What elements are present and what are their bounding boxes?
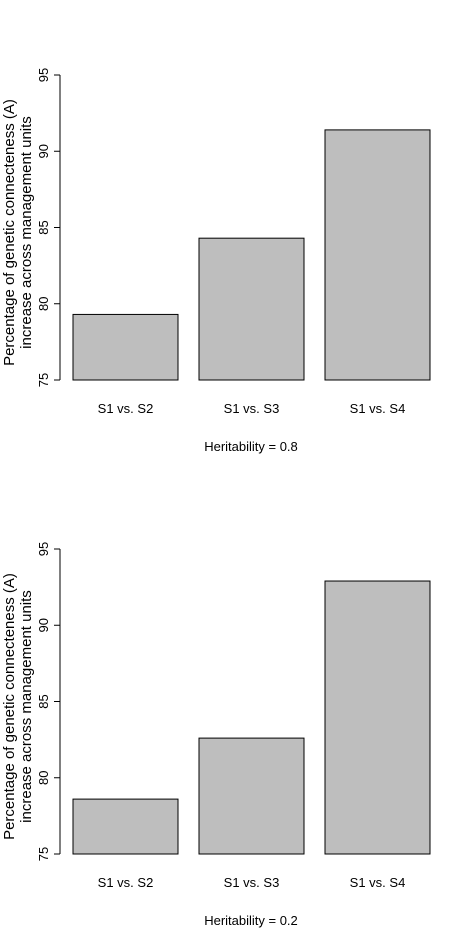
y-axis-label-bottom: Percentage of genetic connecteness (A) i…: [1, 573, 35, 840]
category-label: S1 vs. S3: [224, 401, 280, 416]
category-label: S1 vs. S2: [98, 875, 154, 890]
y-tick-label: 80: [36, 771, 51, 785]
bar: [72, 313, 179, 381]
y-axis-label-line2: increase across management units: [18, 116, 35, 349]
y-tick-label: 85: [36, 694, 51, 708]
bar: [324, 129, 431, 381]
category-label: S1 vs. S4: [350, 401, 406, 416]
category-label: S1 vs. S4: [350, 875, 406, 890]
bars-top: [72, 129, 431, 381]
category-label: S1 vs. S3: [224, 875, 280, 890]
y-tick-label: 95: [36, 68, 51, 82]
y-tick-label: 85: [36, 220, 51, 234]
y-axis-label-top: Percentage of genetic connecteness (A) i…: [1, 99, 35, 366]
bar: [324, 580, 431, 855]
bar: [72, 798, 179, 855]
category-labels-bottom: S1 vs. S2 S1 vs. S3 S1 vs. S4: [98, 875, 406, 890]
y-tick-label: 90: [36, 144, 51, 158]
y-ticks-bottom: 75 80 85 90 95: [36, 542, 60, 861]
x-axis-label-top: Heritability = 0.8: [204, 439, 298, 454]
bar: [198, 237, 305, 381]
chart-panel-top: 75 80 85 90 95 S1 vs. S2 S1 vs. S3 S1 vs. S4 H…: [1, 68, 431, 454]
category-labels-top: S1 vs. S2 S1 vs. S3 S1 vs. S4: [98, 401, 406, 416]
category-label: S1 vs. S2: [98, 401, 154, 416]
bar: [198, 737, 305, 855]
y-tick-label: 75: [36, 847, 51, 861]
y-tick-label: 75: [36, 373, 51, 387]
chart-panel-bottom: 75 80 85 90 95 S1 vs. S2 S1 vs. S3 S1 vs. S4 H…: [1, 542, 431, 928]
y-ticks-top: 75 80 85 90 95: [36, 68, 60, 387]
y-axis-label-line1: Percentage of genetic connecteness (A): [1, 99, 18, 366]
y-axis-label-line2: increase across management units: [18, 590, 35, 823]
bars-bottom: [72, 580, 431, 855]
y-tick-label: 80: [36, 297, 51, 311]
y-axis-label-line1: Percentage of genetic connecteness (A): [1, 573, 18, 840]
x-axis-label-bottom: Heritability = 0.2: [204, 913, 298, 928]
y-tick-label: 95: [36, 542, 51, 556]
y-tick-label: 90: [36, 618, 51, 632]
